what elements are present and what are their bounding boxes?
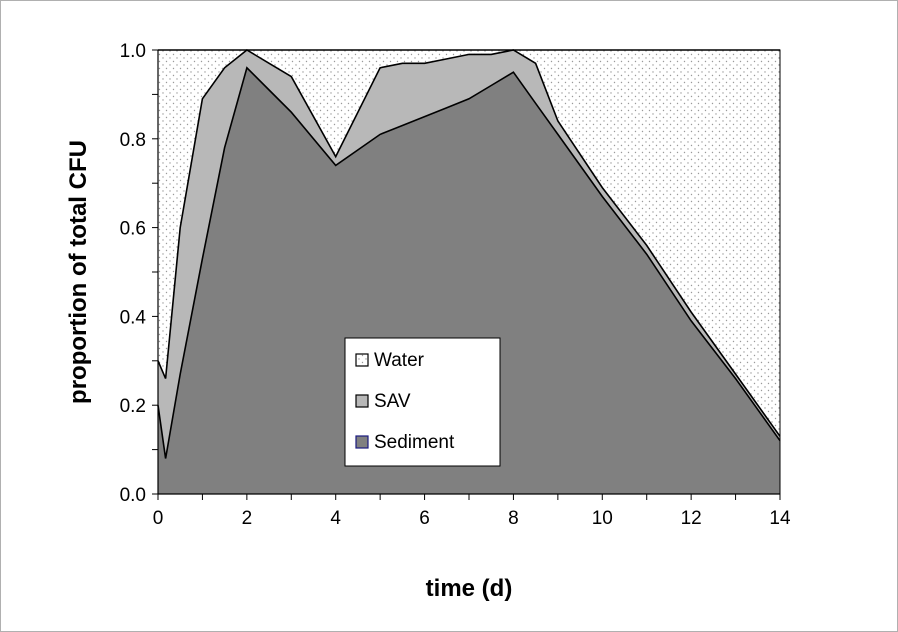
x-tick-label: 8 <box>508 508 519 529</box>
x-tick-label: 12 <box>681 508 702 529</box>
legend-swatch-sav <box>355 394 369 408</box>
x-tick-label: 0 <box>153 508 164 529</box>
y-tick-label: 1.0 <box>120 41 146 62</box>
area-sav <box>158 50 780 459</box>
legend: Water SAV Sediment <box>344 337 501 467</box>
legend-box <box>344 337 501 467</box>
legend-swatch-water <box>355 353 369 367</box>
x-axis-title: time (d) <box>426 575 513 602</box>
series-line-sav <box>157 49 781 437</box>
x-tick-label: 14 <box>769 508 791 529</box>
y-tick-label: 0.4 <box>120 307 147 328</box>
x-tick-label: 6 <box>419 508 430 529</box>
legend-swatch-sediment <box>355 435 369 449</box>
area-sediment <box>158 67 780 495</box>
y-axis-title: proportion of total CFU <box>65 140 92 404</box>
x-tick-label: 10 <box>592 508 613 529</box>
legend-label-water: Water <box>374 350 425 371</box>
y-tick-label: 0.0 <box>120 485 146 506</box>
legend-label-sav: SAV <box>374 391 411 412</box>
area-water <box>158 50 780 437</box>
series-line-sediment <box>157 66 781 459</box>
y-tick-label: 0.2 <box>120 396 146 417</box>
legend-label-sediment: Sediment <box>374 432 455 453</box>
x-tick-label: 2 <box>242 508 253 529</box>
y-tick-label: 0.8 <box>120 130 146 151</box>
y-tick-label: 0.6 <box>120 219 146 240</box>
x-tick-label: 4 <box>330 508 341 529</box>
